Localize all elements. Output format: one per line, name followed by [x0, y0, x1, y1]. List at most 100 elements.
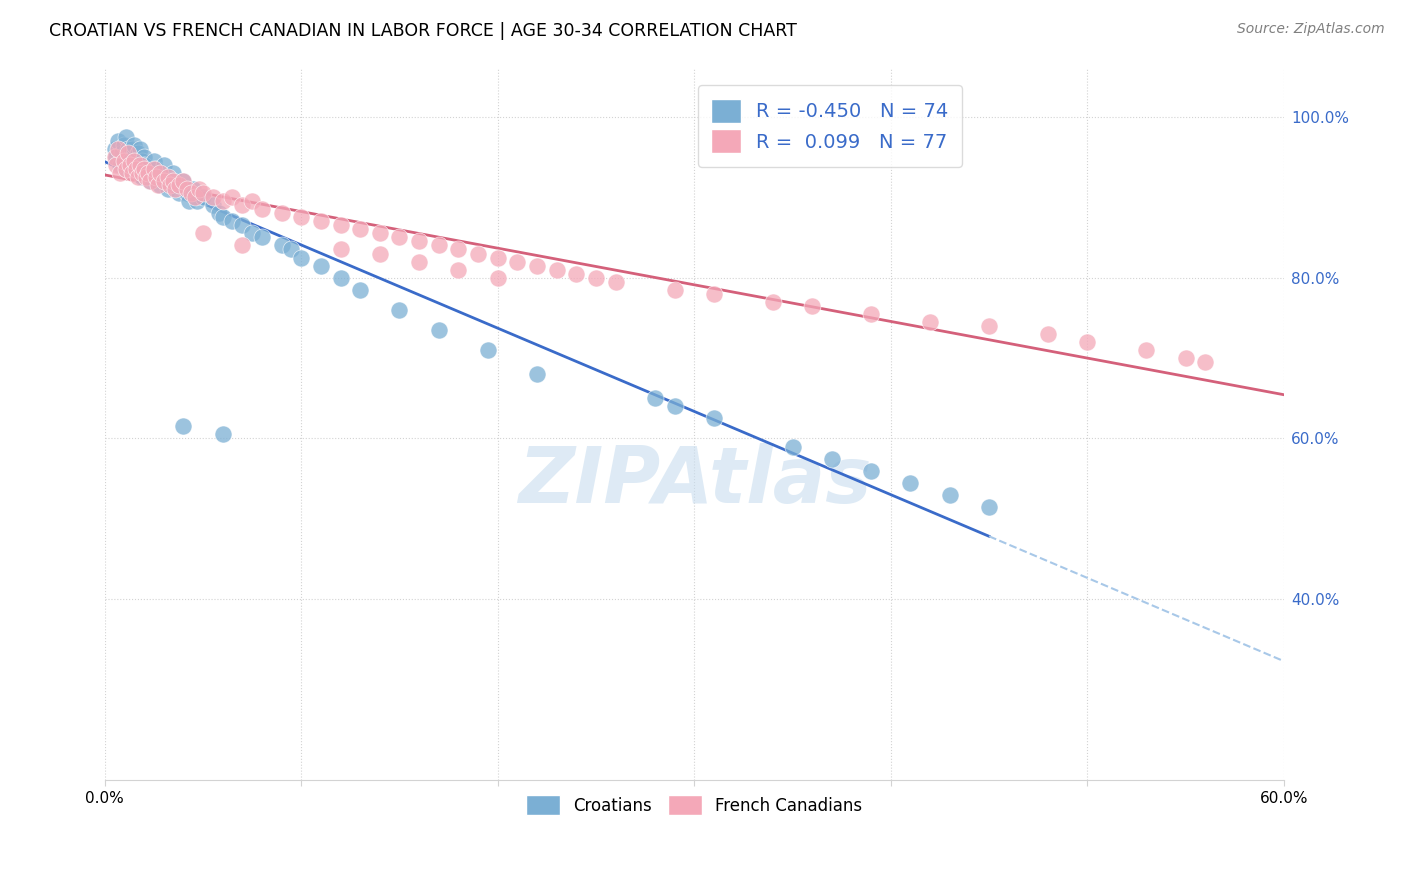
Point	[146, 178, 169, 193]
Point	[1135, 343, 1157, 357]
Point	[112, 154, 135, 169]
Point	[132, 158, 155, 172]
Point	[120, 145, 142, 160]
Point	[388, 230, 411, 244]
Point	[290, 251, 312, 265]
Point	[201, 190, 224, 204]
Point	[149, 166, 172, 180]
Point	[368, 227, 391, 241]
Point	[125, 154, 148, 169]
Point	[477, 343, 499, 357]
Point	[977, 318, 1000, 333]
Point	[920, 315, 942, 329]
Point	[408, 254, 430, 268]
Point	[221, 214, 243, 228]
Point	[605, 275, 627, 289]
Point	[184, 190, 207, 204]
Point	[129, 162, 152, 177]
Point	[120, 158, 142, 172]
Point	[112, 137, 135, 152]
Point	[191, 227, 214, 241]
Point	[664, 283, 686, 297]
Point	[1174, 351, 1197, 365]
Point	[131, 154, 153, 169]
Point	[349, 283, 371, 297]
Point	[782, 440, 804, 454]
Point	[117, 150, 139, 164]
Legend: Croatians, French Canadians: Croatians, French Canadians	[516, 785, 872, 825]
Point	[121, 158, 143, 172]
Point	[388, 302, 411, 317]
Point	[165, 182, 187, 196]
Point	[408, 235, 430, 249]
Point	[1194, 355, 1216, 369]
Point	[221, 190, 243, 204]
Point	[127, 145, 149, 160]
Point	[585, 270, 607, 285]
Point	[156, 170, 179, 185]
Point	[191, 186, 214, 201]
Point	[131, 170, 153, 185]
Point	[349, 222, 371, 236]
Point	[125, 162, 148, 177]
Point	[115, 129, 138, 144]
Point	[105, 158, 128, 172]
Point	[181, 182, 204, 196]
Point	[201, 198, 224, 212]
Point	[172, 419, 194, 434]
Point	[135, 170, 157, 185]
Point	[111, 145, 134, 160]
Point	[107, 134, 129, 148]
Point	[132, 162, 155, 177]
Point	[526, 259, 548, 273]
Point	[565, 267, 588, 281]
Point	[176, 182, 198, 196]
Point	[191, 190, 214, 204]
Point	[447, 262, 470, 277]
Point	[231, 198, 253, 212]
Point	[176, 186, 198, 201]
Point	[1036, 326, 1059, 341]
Point	[486, 270, 509, 285]
Point	[329, 219, 352, 233]
Point	[211, 194, 233, 209]
Point	[939, 488, 962, 502]
Point	[821, 451, 844, 466]
Point	[122, 150, 145, 164]
Point	[129, 142, 152, 156]
Point	[644, 391, 666, 405]
Point	[152, 174, 174, 188]
Point	[211, 211, 233, 225]
Point	[180, 186, 202, 201]
Point	[250, 202, 273, 217]
Point	[703, 286, 725, 301]
Point	[188, 182, 211, 196]
Point	[231, 238, 253, 252]
Point	[506, 254, 529, 268]
Point	[172, 174, 194, 188]
Point	[120, 154, 142, 169]
Point	[309, 214, 332, 228]
Point	[179, 194, 201, 209]
Point	[162, 174, 184, 188]
Point	[270, 238, 292, 252]
Point	[703, 411, 725, 425]
Point	[526, 367, 548, 381]
Point	[136, 166, 159, 180]
Point	[159, 178, 181, 193]
Point	[290, 211, 312, 225]
Point	[115, 162, 138, 177]
Point	[546, 262, 568, 277]
Point	[127, 158, 149, 172]
Point	[240, 227, 263, 241]
Point	[270, 206, 292, 220]
Point	[142, 154, 165, 169]
Text: Source: ZipAtlas.com: Source: ZipAtlas.com	[1237, 22, 1385, 37]
Point	[664, 400, 686, 414]
Point	[231, 219, 253, 233]
Point	[125, 162, 148, 177]
Point	[139, 174, 162, 188]
Point	[427, 238, 450, 252]
Point	[329, 243, 352, 257]
Point	[117, 145, 139, 160]
